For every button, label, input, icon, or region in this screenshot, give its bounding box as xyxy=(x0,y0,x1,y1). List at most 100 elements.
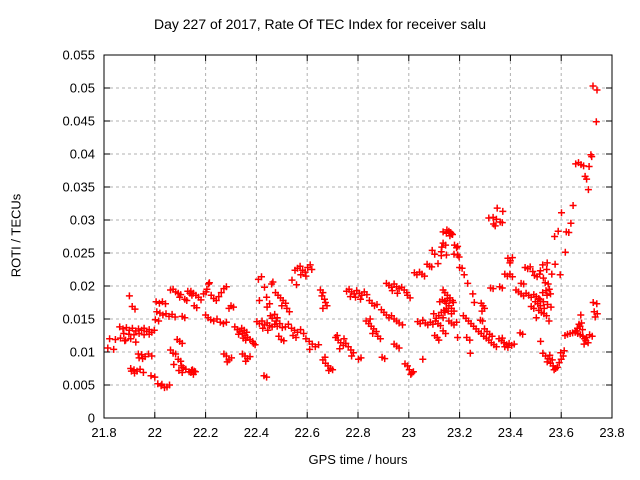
data-point-marker xyxy=(191,368,199,376)
data-point-marker xyxy=(292,334,300,341)
data-point-marker xyxy=(300,330,308,337)
data-point-marker xyxy=(442,330,450,337)
data-point-marker xyxy=(577,311,585,319)
data-point-marker xyxy=(464,279,472,287)
scatter-points xyxy=(104,82,601,392)
data-point-marker xyxy=(321,353,329,361)
data-point-marker xyxy=(449,297,456,304)
data-point-marker xyxy=(188,367,196,374)
data-point-marker xyxy=(261,283,268,291)
data-point-marker xyxy=(176,293,184,301)
data-point-marker xyxy=(135,354,143,362)
data-point-marker xyxy=(583,175,591,183)
data-point-marker xyxy=(158,380,166,388)
data-point-marker xyxy=(545,317,553,325)
data-point-marker xyxy=(381,355,389,363)
data-point-marker xyxy=(543,259,551,267)
data-point-marker xyxy=(560,347,568,355)
data-point-marker xyxy=(470,299,478,306)
x-tick-label: 22.6 xyxy=(295,425,320,440)
data-point-marker xyxy=(306,261,314,269)
data-point-marker xyxy=(548,270,556,278)
y-tick-label: 0.035 xyxy=(62,180,95,195)
data-point-marker xyxy=(373,301,381,308)
data-point-marker xyxy=(273,314,281,322)
data-point-marker xyxy=(323,302,331,310)
data-point-marker xyxy=(498,284,506,292)
data-point-marker xyxy=(119,325,127,333)
data-point-marker xyxy=(357,354,365,362)
x-tick-label: 23.4 xyxy=(498,425,523,440)
data-point-marker xyxy=(150,326,158,334)
data-point-marker xyxy=(346,293,354,301)
data-point-marker xyxy=(519,330,527,338)
y-tick-label: 0.04 xyxy=(70,147,95,162)
data-point-marker xyxy=(463,334,471,341)
data-point-marker xyxy=(491,222,499,230)
data-point-marker xyxy=(319,304,327,312)
data-point-marker xyxy=(441,308,449,316)
data-point-marker xyxy=(547,290,554,298)
data-point-marker xyxy=(537,337,545,345)
data-point-marker xyxy=(285,308,293,316)
data-point-marker xyxy=(543,291,551,299)
data-point-marker xyxy=(438,243,446,251)
data-point-marker xyxy=(263,293,271,301)
data-point-marker xyxy=(297,326,305,334)
data-point-marker xyxy=(485,214,493,222)
data-point-marker xyxy=(506,259,514,267)
data-point-marker xyxy=(178,362,185,370)
y-tick-label: 0.015 xyxy=(62,312,95,327)
data-point-marker xyxy=(296,262,304,270)
data-point-marker xyxy=(315,341,323,349)
data-point-marker xyxy=(435,336,443,344)
data-point-marker xyxy=(348,352,356,360)
data-point-marker xyxy=(530,304,538,312)
data-point-marker xyxy=(222,318,230,326)
y-tick-label: 0.025 xyxy=(62,246,95,261)
data-point-marker xyxy=(178,339,186,347)
data-point-marker xyxy=(136,365,144,373)
x-tick-label: 23.2 xyxy=(447,425,472,440)
data-point-marker xyxy=(448,230,455,238)
data-point-marker xyxy=(238,324,246,332)
data-point-marker xyxy=(460,271,468,279)
data-point-marker xyxy=(561,248,569,256)
data-point-marker xyxy=(579,326,586,334)
data-point-marker xyxy=(393,289,401,297)
data-point-marker xyxy=(357,295,364,303)
data-point-marker xyxy=(155,317,163,325)
data-point-marker xyxy=(178,369,186,376)
data-point-marker xyxy=(395,344,403,352)
data-point-marker xyxy=(580,340,588,348)
data-point-marker xyxy=(551,233,559,240)
data-point-marker xyxy=(454,251,462,259)
x-tick-label: 22 xyxy=(148,425,162,440)
data-point-marker xyxy=(478,307,486,315)
data-point-marker xyxy=(306,345,314,353)
gridlines xyxy=(104,55,612,418)
data-point-marker xyxy=(135,330,143,337)
x-tick-label: 23 xyxy=(402,425,416,440)
data-point-marker xyxy=(591,313,599,321)
x-tick-label: 22.4 xyxy=(244,425,269,440)
data-point-marker xyxy=(442,241,450,249)
data-point-marker xyxy=(388,287,396,295)
data-point-marker xyxy=(216,318,224,326)
data-point-marker xyxy=(419,355,427,363)
data-point-marker xyxy=(110,345,118,353)
data-point-marker xyxy=(578,319,585,327)
data-point-marker xyxy=(593,300,601,308)
data-point-marker xyxy=(529,268,537,275)
data-point-marker xyxy=(280,337,288,345)
data-point-marker xyxy=(147,372,155,380)
data-point-marker xyxy=(278,302,286,310)
data-point-marker xyxy=(121,337,129,345)
data-point-marker xyxy=(580,162,588,170)
x-tick-label: 22.8 xyxy=(345,425,370,440)
data-point-marker xyxy=(111,336,119,343)
data-point-marker xyxy=(430,310,438,318)
data-point-marker xyxy=(263,373,271,381)
